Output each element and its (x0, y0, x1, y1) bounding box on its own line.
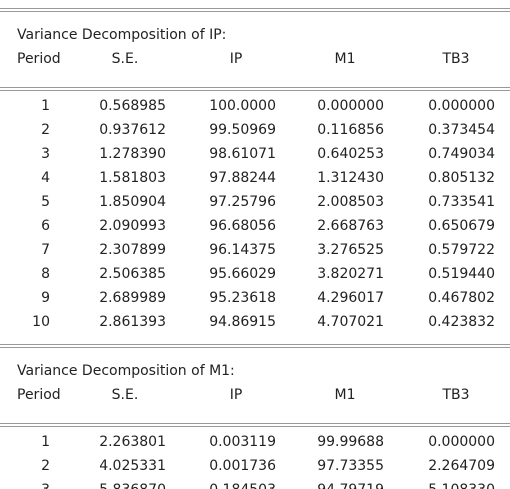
value-cell: 0.805132 (428, 170, 495, 186)
period-cell: 10 (32, 314, 50, 330)
column-header: S.E. (111, 387, 139, 403)
value-cell: 2.861393 (99, 314, 166, 330)
period-cell: 3 (41, 146, 50, 162)
value-cell: 1.312430 (317, 170, 384, 186)
value-cell: 96.68056 (209, 218, 276, 234)
value-cell: 100.0000 (209, 98, 276, 114)
period-cell: 1 (41, 98, 50, 114)
value-cell: 2.307899 (99, 242, 166, 258)
value-cell: 0.733541 (428, 194, 495, 210)
value-cell: 0.373454 (428, 122, 495, 138)
value-cell: 5.836870 (99, 481, 166, 489)
value-cell: 97.25796 (209, 194, 276, 210)
value-cell: 2.689989 (99, 290, 166, 306)
value-cell: 2.668763 (317, 218, 384, 234)
value-cell: 0.003119 (209, 434, 276, 450)
value-cell: 0.568985 (99, 98, 166, 114)
period-cell: 9 (41, 290, 50, 306)
value-cell: 0.650679 (428, 218, 495, 234)
value-cell: 99.99688 (317, 434, 384, 450)
value-cell: 99.50969 (209, 122, 276, 138)
value-cell: 1.278390 (99, 146, 166, 162)
value-cell: 0.001736 (209, 458, 276, 474)
value-cell: 98.61071 (209, 146, 276, 162)
column-header: IP (229, 51, 243, 67)
value-cell: 0.579722 (428, 242, 495, 258)
value-cell: 0.116856 (317, 122, 384, 138)
value-cell: 0.519440 (428, 266, 495, 282)
value-cell: 95.23618 (209, 290, 276, 306)
value-cell: 3.276525 (317, 242, 384, 258)
value-cell: 5.108330 (428, 481, 495, 489)
value-cell: 0.000000 (428, 98, 495, 114)
column-header: TB3 (442, 51, 470, 67)
value-cell: 0.000000 (428, 434, 495, 450)
value-cell: 2.506385 (99, 266, 166, 282)
value-cell: 97.73355 (317, 458, 384, 474)
value-cell: 0.423832 (428, 314, 495, 330)
period-cell: 4 (41, 170, 50, 186)
value-cell: 0.000000 (317, 98, 384, 114)
value-cell: 95.66029 (209, 266, 276, 282)
value-cell: 4.707021 (317, 314, 384, 330)
column-header: TB3 (442, 387, 470, 403)
value-cell: 0.184503 (209, 481, 276, 489)
period-cell: 5 (41, 194, 50, 210)
period-cell: 8 (41, 266, 50, 282)
column-header: Period (17, 51, 61, 67)
period-cell: 2 (41, 458, 50, 474)
block-title: Variance Decomposition of IP: (17, 27, 227, 43)
double-rule (0, 8, 510, 12)
value-cell: 0.467802 (428, 290, 495, 306)
double-rule (0, 87, 510, 91)
value-cell: 3.820271 (317, 266, 384, 282)
period-cell: 7 (41, 242, 50, 258)
period-cell: 2 (41, 122, 50, 138)
block-title: Variance Decomposition of M1: (17, 363, 235, 379)
period-cell: 3 (41, 481, 50, 489)
value-cell: 1.850904 (99, 194, 166, 210)
value-cell: 94.86915 (209, 314, 276, 330)
value-cell: 2.264709 (428, 458, 495, 474)
value-cell: 2.008503 (317, 194, 384, 210)
period-cell: 1 (41, 434, 50, 450)
column-header: IP (229, 387, 243, 403)
value-cell: 2.090993 (99, 218, 166, 234)
value-cell: 97.88244 (209, 170, 276, 186)
value-cell: 4.296017 (317, 290, 384, 306)
value-cell: 0.749034 (428, 146, 495, 162)
column-header: M1 (334, 51, 356, 67)
column-header: S.E. (111, 51, 139, 67)
value-cell: 4.025331 (99, 458, 166, 474)
value-cell: 94.79719 (317, 481, 384, 489)
period-cell: 6 (41, 218, 50, 234)
value-cell: 1.581803 (99, 170, 166, 186)
value-cell: 0.937612 (99, 122, 166, 138)
value-cell: 0.640253 (317, 146, 384, 162)
value-cell: 2.263801 (99, 434, 166, 450)
column-header: M1 (334, 387, 356, 403)
value-cell: 96.14375 (209, 242, 276, 258)
column-header: Period (17, 387, 61, 403)
double-rule (0, 423, 510, 427)
double-rule (0, 344, 510, 348)
